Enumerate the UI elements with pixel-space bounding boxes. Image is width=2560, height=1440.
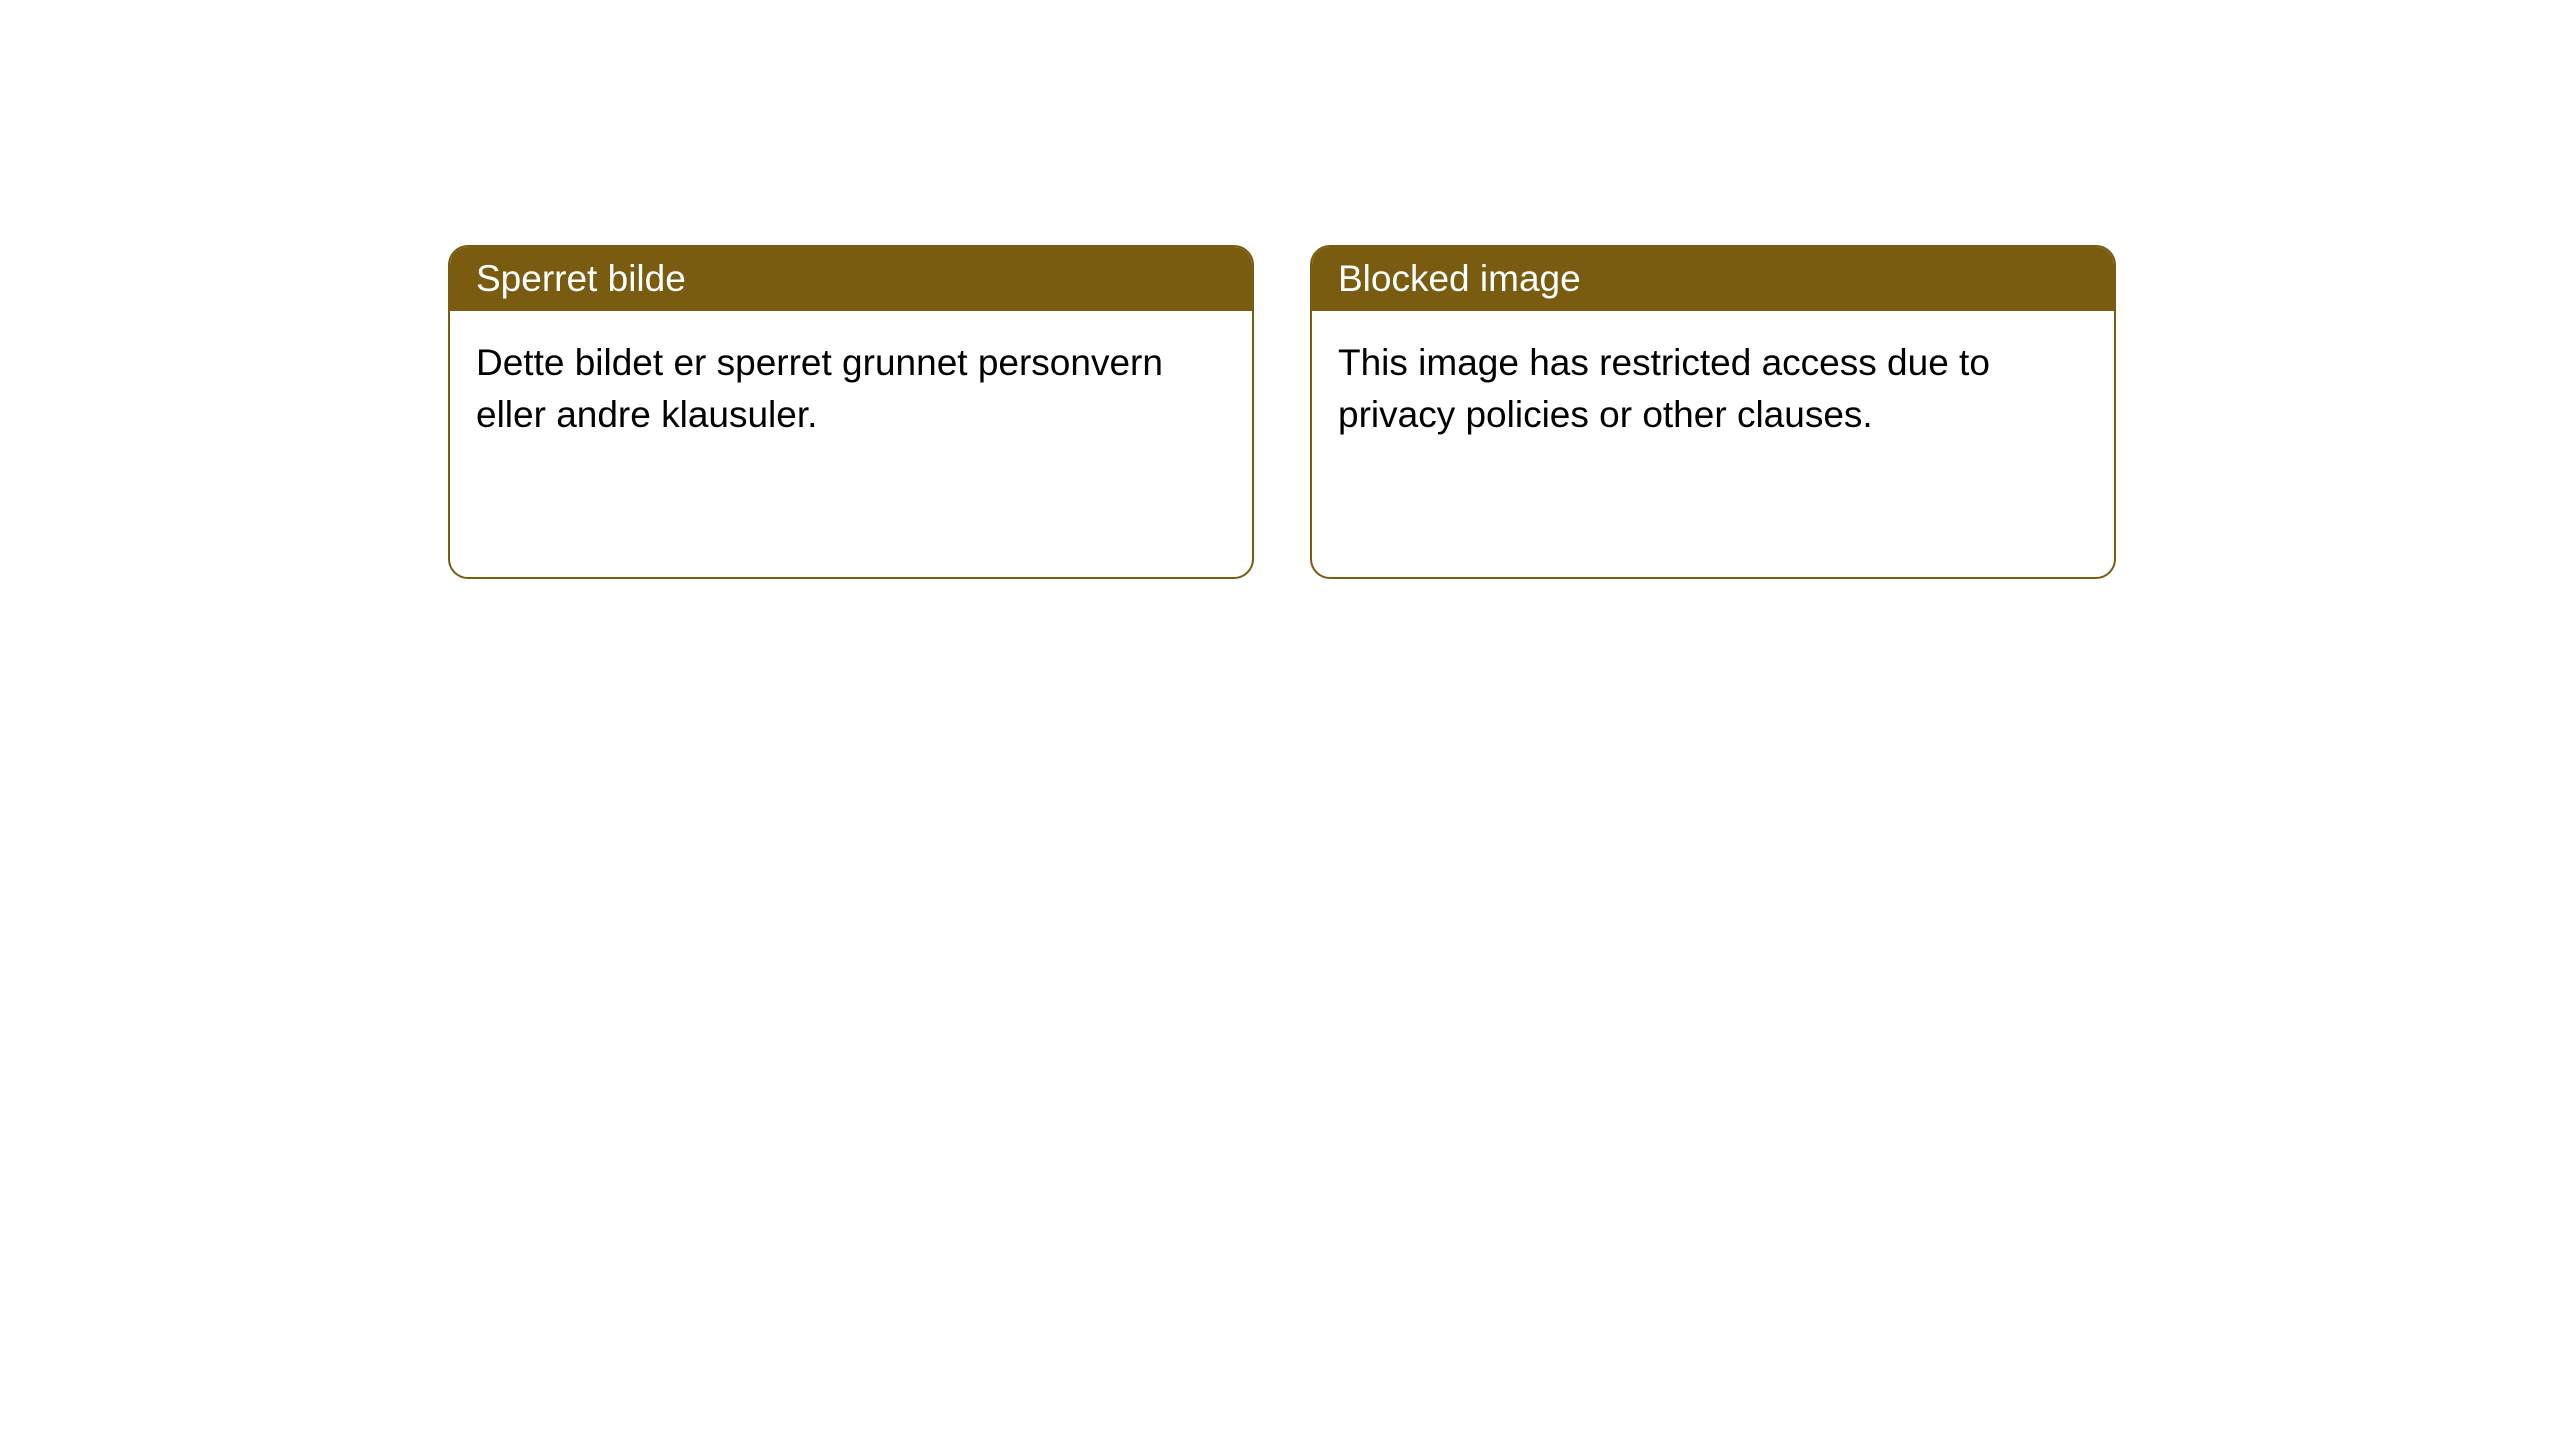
notice-card-title: Sperret bilde (450, 247, 1252, 311)
notice-card-title: Blocked image (1312, 247, 2114, 311)
notice-card-body: This image has restricted access due to … (1312, 311, 2114, 467)
notice-card-english: Blocked image This image has restricted … (1310, 245, 2116, 579)
notice-card-norwegian: Sperret bilde Dette bildet er sperret gr… (448, 245, 1254, 579)
notice-cards-container: Sperret bilde Dette bildet er sperret gr… (0, 0, 2560, 579)
notice-card-body: Dette bildet er sperret grunnet personve… (450, 311, 1252, 467)
